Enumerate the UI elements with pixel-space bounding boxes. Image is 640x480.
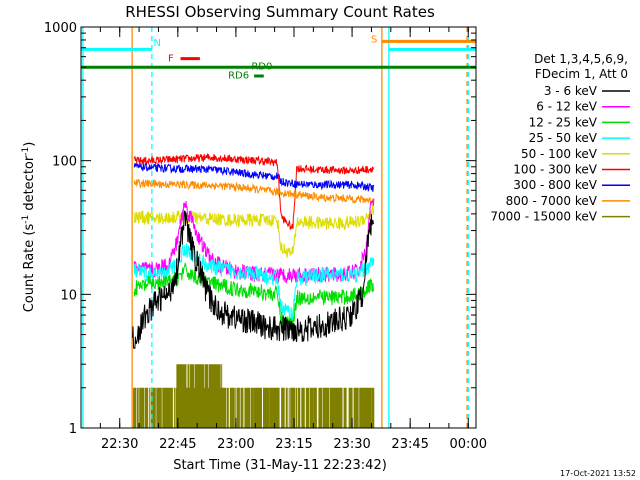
legend-label-5: 100 - 300 keV <box>513 163 597 177</box>
x-tick-label-2: 23:00 <box>217 437 254 452</box>
legend-label-8: 7000 - 15000 keV <box>490 210 597 224</box>
y-tick-label-1: 10 <box>60 288 77 303</box>
y-tick-label-2: 100 <box>52 155 77 170</box>
flag-label-1: S <box>371 35 377 46</box>
y-tick-label-0: 1 <box>69 422 77 437</box>
x-tick-label-1: 22:45 <box>159 437 196 452</box>
y-axis-label: Count Rate (s-1 detector-1) <box>21 142 37 313</box>
legend-label-6: 300 - 800 keV <box>513 178 597 192</box>
legend-label-7: 800 - 7000 keV <box>506 194 598 208</box>
series-line-0 <box>133 152 375 230</box>
legend-label-4: 50 - 100 keV <box>521 147 598 161</box>
legend-header-line-1: Det 1,3,4,5,6,9, <box>534 52 628 66</box>
x-axis-label: Start Time (31-May-11 22:23:42) <box>173 458 387 473</box>
series-line-5 <box>133 242 375 323</box>
y-axis-label-end: ) <box>22 142 37 147</box>
legend-label-1: 6 - 12 keV <box>536 100 598 114</box>
flag-label-0: N <box>154 38 161 49</box>
footer-date: 17-Oct-2021 13:52 <box>560 469 636 478</box>
attenuator-band <box>131 364 375 428</box>
y-tick-label-3: 1000 <box>44 21 77 36</box>
x-tick-label-6: 00:00 <box>450 437 487 452</box>
series-line-7 <box>131 210 375 350</box>
x-tick-label-0: 22:30 <box>101 437 138 452</box>
series-line-4 <box>133 198 375 284</box>
plot-frame <box>80 26 477 429</box>
legend-label-3: 25 - 50 keV <box>529 131 598 145</box>
x-tick-label-3: 23:15 <box>275 437 312 452</box>
flag-label-5: RD6 <box>228 71 249 82</box>
series-line-3 <box>133 203 375 258</box>
chart-title: RHESSI Observing Summary Count Rates <box>125 3 435 21</box>
legend-header-line-2: FDecim 1, Att 0 <box>535 67 628 81</box>
legend-label-0: 3 - 6 keV <box>544 84 598 98</box>
series-line-1 <box>133 162 375 192</box>
y-axis-label-mid: detector <box>22 155 37 215</box>
series-line-2 <box>133 178 375 204</box>
y-axis-label-main: Count Rate (s <box>22 224 37 313</box>
flag-label-3: F <box>168 54 174 65</box>
y-axis-label-sup2: -1 <box>21 147 31 156</box>
legend-label-2: 12 - 25 keV <box>529 115 598 129</box>
y-axis-label-sup1: -1 <box>21 215 31 224</box>
x-tick-label-5: 23:45 <box>391 437 428 452</box>
flag-label-4: RD0 <box>251 62 272 73</box>
x-tick-label-4: 23:30 <box>333 437 370 452</box>
